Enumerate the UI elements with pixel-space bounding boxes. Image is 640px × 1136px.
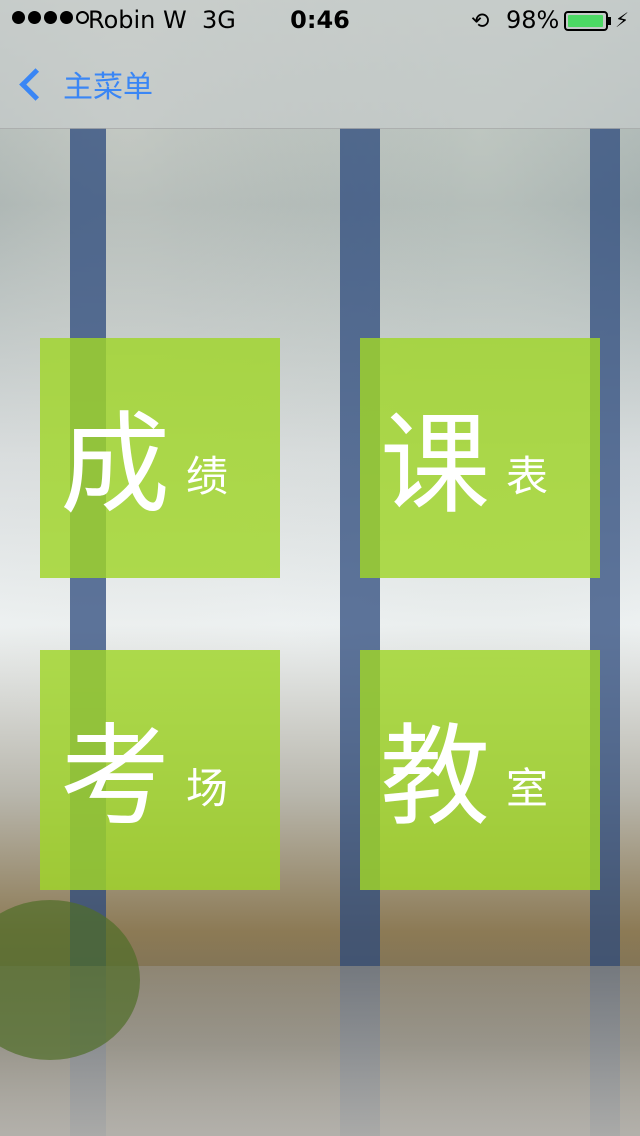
battery-percentage: 98% bbox=[506, 6, 559, 34]
tile-small-char: 室 bbox=[506, 768, 548, 810]
navigation-bar: Robin W 3G 0:46 ⟲ 98% ⚡ 主菜单 bbox=[0, 0, 640, 129]
tile-small-char: 绩 bbox=[186, 456, 228, 498]
tile-big-char: 课 bbox=[380, 410, 490, 520]
chevron-left-icon bbox=[19, 68, 52, 101]
tile-small-char: 表 bbox=[506, 456, 548, 498]
tile-grades[interactable]: 成 绩 bbox=[40, 338, 280, 578]
tile-small-char: 场 bbox=[186, 768, 228, 810]
battery-tip bbox=[608, 17, 611, 25]
tile-exam-room[interactable]: 考 场 bbox=[40, 650, 280, 890]
tile-big-char: 考 bbox=[60, 722, 170, 832]
tile-big-char: 成 bbox=[60, 410, 170, 520]
tile-classroom[interactable]: 教 室 bbox=[360, 650, 600, 890]
status-bar: Robin W 3G 0:46 ⟲ 98% ⚡ bbox=[0, 0, 640, 40]
battery-level bbox=[568, 15, 603, 27]
tile-big-char: 教 bbox=[380, 722, 490, 832]
back-button[interactable]: 主菜单 bbox=[14, 62, 153, 106]
battery-icon bbox=[564, 11, 608, 31]
charging-bolt-icon: ⚡ bbox=[615, 8, 629, 32]
tile-timetable[interactable]: 课 表 bbox=[360, 338, 600, 578]
rotation-lock-icon: ⟲ bbox=[471, 9, 489, 34]
back-button-label: 主菜单 bbox=[63, 62, 153, 106]
